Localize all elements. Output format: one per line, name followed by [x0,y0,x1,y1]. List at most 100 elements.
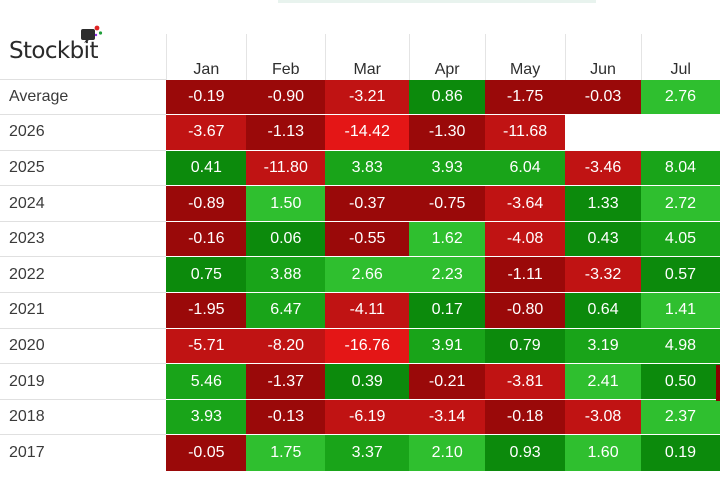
month-header-mar[interactable]: Mar [324,34,410,79]
row-label: 2022 [0,256,167,293]
heatmap-cell[interactable]: -11.68 [485,114,566,151]
row-label: 2017 [0,434,167,471]
heatmap-cell[interactable]: 0.43 [565,220,641,257]
heatmap-cell[interactable]: -1.30 [409,114,486,151]
heatmap-cell[interactable]: 1.41 [641,292,720,329]
month-header-jul[interactable]: Jul [640,34,720,79]
heatmap-cell[interactable]: 0.86 [409,78,486,115]
heatmap-cell[interactable]: -1.37 [246,363,326,400]
heatmap-cell[interactable]: 8.04 [641,149,720,186]
heatmap-cell[interactable]: -0.37 [325,185,410,222]
heatmap-cell[interactable]: -0.18 [485,398,566,435]
heatmap-cell[interactable]: 2.23 [409,256,486,293]
heatmap-cell[interactable]: 2.66 [325,256,410,293]
heatmap-cell[interactable]: 3.83 [325,149,410,186]
heatmap-cell[interactable]: 3.19 [565,327,641,364]
row-label: 2024 [0,185,167,222]
heatmap-cell[interactable]: 4.05 [641,220,720,257]
month-header-jan[interactable]: Jan [165,34,247,79]
heatmap-cell[interactable]: 0.17 [409,292,486,329]
heatmap-cell[interactable]: -8.20 [246,327,326,364]
heatmap-cell[interactable]: 0.41 [166,149,247,186]
heatmap-cell[interactable]: -3.32 [565,256,641,293]
heatmap-cell[interactable]: -0.19 [166,78,247,115]
heatmap-cell[interactable]: 1.50 [246,185,326,222]
heatmap-cell[interactable]: 3.93 [166,398,247,435]
heatmap-cell[interactable]: 4.98 [641,327,720,364]
heatmap-cell[interactable]: 2.37 [641,398,720,435]
heatmap-cell-empty [641,114,720,151]
heatmap-cell[interactable]: 0.93 [485,434,566,471]
heatmap-cell[interactable]: 1.60 [565,434,641,471]
heatmap-cell[interactable]: 2.10 [409,434,486,471]
heatmap-cell[interactable]: 0.75 [166,256,247,293]
month-header-row: Jan Feb Mar Apr May Jun Jul [0,34,720,79]
row-label: 2018 [0,398,167,435]
heatmap-cell[interactable]: 0.64 [565,292,641,329]
heatmap-cell[interactable]: -3.21 [325,78,410,115]
heatmap-cell[interactable]: -3.46 [565,149,641,186]
heatmap-cell[interactable]: -0.80 [485,292,566,329]
heatmap-cell[interactable]: -4.08 [485,220,566,257]
heatmap-cell[interactable]: 3.88 [246,256,326,293]
heatmap-cell[interactable]: -5.71 [166,327,247,364]
heatmap-cell[interactable]: -3.08 [565,398,641,435]
heatmap-cell[interactable]: 3.91 [409,327,486,364]
heatmap-cell[interactable]: -0.21 [409,363,486,400]
table-row: 2025 0.41 -11.80 3.83 3.93 6.04 -3.46 8.04 [0,149,720,186]
heatmap-cell[interactable]: 1.62 [409,220,486,257]
heatmap-cell[interactable]: 0.57 [641,256,720,293]
heatmap-cell[interactable]: -0.90 [246,78,326,115]
heatmap-cell[interactable]: 5.46 [166,363,247,400]
heatmap-cell[interactable]: -0.16 [166,220,247,257]
heatmap-cell[interactable]: -1.13 [246,114,326,151]
table-row: 2024 -0.89 1.50 -0.37 -0.75 -3.64 1.33 2.72 [0,185,720,222]
heatmap-cell[interactable]: 2.72 [641,185,720,222]
heatmap-cell[interactable]: -11.80 [246,149,326,186]
heatmap-cell[interactable]: -1.95 [166,292,247,329]
heatmap-cell[interactable]: 0.50 [641,363,720,400]
heatmap-cell[interactable]: -1.75 [485,78,566,115]
heatmap-cell[interactable]: -3.67 [166,114,247,151]
heatmap-cell[interactable]: 1.33 [565,185,641,222]
month-header-feb[interactable]: Feb [245,34,326,79]
heatmap-cell[interactable]: -6.19 [325,398,410,435]
heatmap-cell[interactable]: 6.04 [485,149,566,186]
heatmap-cell[interactable]: -1.11 [485,256,566,293]
top-accent-bar [278,0,596,3]
heatmap-cell[interactable]: 6.47 [246,292,326,329]
row-label: Average [0,78,167,115]
heatmap-cell[interactable]: 0.79 [485,327,566,364]
month-header-may[interactable]: May [484,34,566,79]
header-corner [0,34,166,79]
heatmap-cell[interactable]: -4.11 [325,292,410,329]
heatmap-cell[interactable]: -3.81 [485,363,566,400]
heatmap-cell[interactable]: -16.76 [325,327,410,364]
stockbit-logo[interactable]: Stockbit [9,25,103,66]
heatmap-cell[interactable]: 3.93 [409,149,486,186]
heatmap-cell[interactable]: 0.06 [246,220,326,257]
heatmap-cell[interactable]: 2.41 [565,363,641,400]
heatmap-cell[interactable]: -0.89 [166,185,247,222]
heatmap-cell[interactable]: -0.55 [325,220,410,257]
heatmap-cell[interactable]: 1.75 [246,434,326,471]
month-header-apr[interactable]: Apr [408,34,486,79]
logo-mark-icon [81,25,103,43]
heatmap-cell[interactable]: -3.14 [409,398,486,435]
heatmap-cell[interactable]: -3.64 [485,185,566,222]
row-label: 2025 [0,149,167,186]
table-row: 2017 -0.05 1.75 3.37 2.10 0.93 1.60 0.19 [0,434,720,471]
table-row: 2020 -5.71 -8.20 -16.76 3.91 0.79 3.19 4.98 [0,327,720,364]
heatmap-cell[interactable]: -0.75 [409,185,486,222]
heatmap-cell[interactable]: -0.03 [565,78,641,115]
table-row: 2026 -3.67 -1.13 -14.42 -1.30 -11.68 [0,114,720,151]
heatmap-cell[interactable]: 2.76 [641,78,720,115]
heatmap-cell[interactable]: -0.13 [246,398,326,435]
heatmap-cell[interactable]: 0.39 [325,363,410,400]
heatmap-cell[interactable]: -14.42 [325,114,410,151]
heatmap-cell[interactable]: -0.05 [166,434,247,471]
row-label: 2020 [0,327,167,364]
heatmap-cell[interactable]: 3.37 [325,434,410,471]
heatmap-cell[interactable]: 0.19 [641,434,720,471]
month-header-jun[interactable]: Jun [564,34,641,79]
